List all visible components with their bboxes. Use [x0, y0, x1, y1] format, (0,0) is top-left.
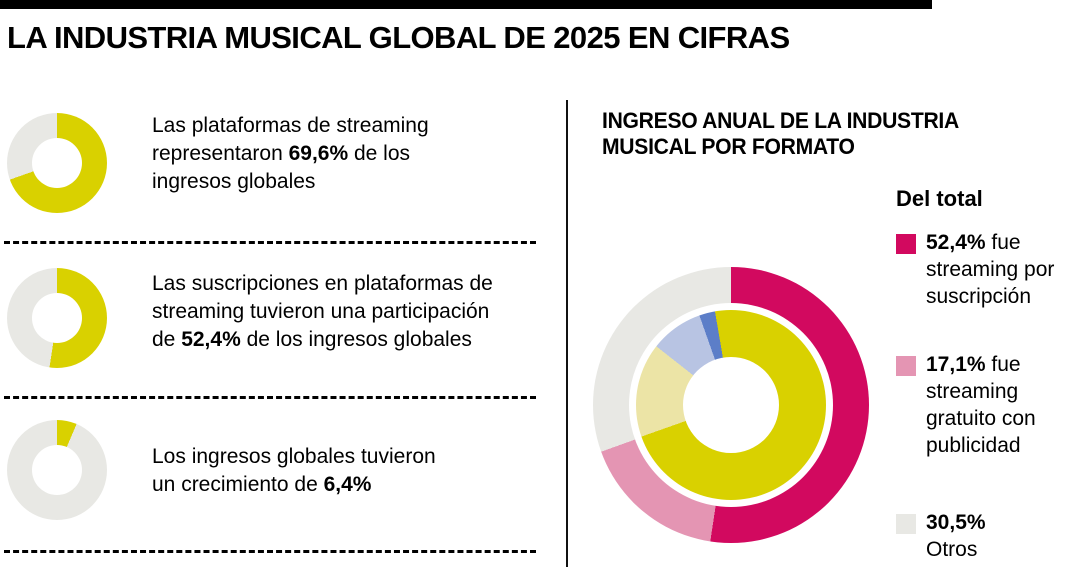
dashed-separator [4, 396, 536, 399]
legend-swatch-subscription [896, 234, 916, 254]
legend-item-subscription: 52,4% fue streaming por suscripción [926, 229, 1080, 310]
donut-streaming-share [7, 113, 107, 213]
legend-percent: 17,1% [926, 353, 986, 376]
legend-percent: 52,4% [926, 231, 986, 254]
top-accent-bar [0, 0, 932, 9]
donut-hole [32, 138, 82, 188]
legend-label: Otros [926, 538, 978, 561]
stat-line: streaming tuvieron una participación [152, 300, 490, 323]
legend-label: fue streaming gratuito con publicidad [926, 353, 1036, 457]
donut-hole [32, 445, 82, 495]
chart-title-line: MUSICAL POR FORMATO [602, 134, 855, 159]
legend-swatch-ad-supported [896, 356, 916, 376]
stat-line: representaron [152, 142, 289, 165]
page-title: LA INDUSTRIA MUSICAL GLOBAL DE 2025 EN C… [7, 20, 790, 55]
stat-line: Las suscripciones en plataformas de [152, 272, 493, 295]
format-donut-chart [593, 267, 869, 543]
stat-line: de [152, 328, 182, 351]
stat-line: ingresos globales [152, 170, 316, 193]
donut-hole [32, 293, 82, 343]
legend-item-others: 30,5% Otros [926, 509, 1080, 563]
chart-title: INGRESO ANUAL DE LA INDUSTRIA MUSICAL PO… [602, 108, 959, 160]
stat-percent: 6,4% [323, 473, 372, 496]
stat-percent: 52,4% [181, 328, 241, 351]
stat-line: Los ingresos globales tuvieron [152, 445, 436, 468]
stat-streaming-share-text: Las plataformas de streaming representar… [152, 112, 429, 196]
stat-line: de los [348, 142, 411, 165]
legend-label: fue streaming por suscripción [926, 231, 1055, 308]
legend-swatch-others [896, 514, 916, 534]
legend-title: Del total [896, 186, 983, 211]
chart-title-line: INGRESO ANUAL DE LA INDUSTRIA [602, 108, 959, 133]
vertical-divider [566, 100, 568, 567]
dashed-separator [4, 241, 536, 244]
donut-growth [7, 420, 107, 520]
stat-line: Las plataformas de streaming [152, 114, 429, 137]
donut-hole [683, 357, 779, 453]
stat-growth-text: Los ingresos globales tuvieron un crecim… [152, 443, 436, 499]
legend-percent: 30,5% [926, 511, 986, 534]
legend-item-ad-supported: 17,1% fue streaming gratuito con publici… [926, 351, 1080, 459]
donut-subscription-share [7, 268, 107, 368]
stat-line: un crecimiento de [152, 473, 324, 496]
stat-subscription-share-text: Las suscripciones en plataformas de stre… [152, 270, 493, 354]
stat-line: de los ingresos globales [240, 328, 472, 351]
stat-percent: 69,6% [288, 142, 349, 165]
dashed-separator [4, 550, 536, 553]
